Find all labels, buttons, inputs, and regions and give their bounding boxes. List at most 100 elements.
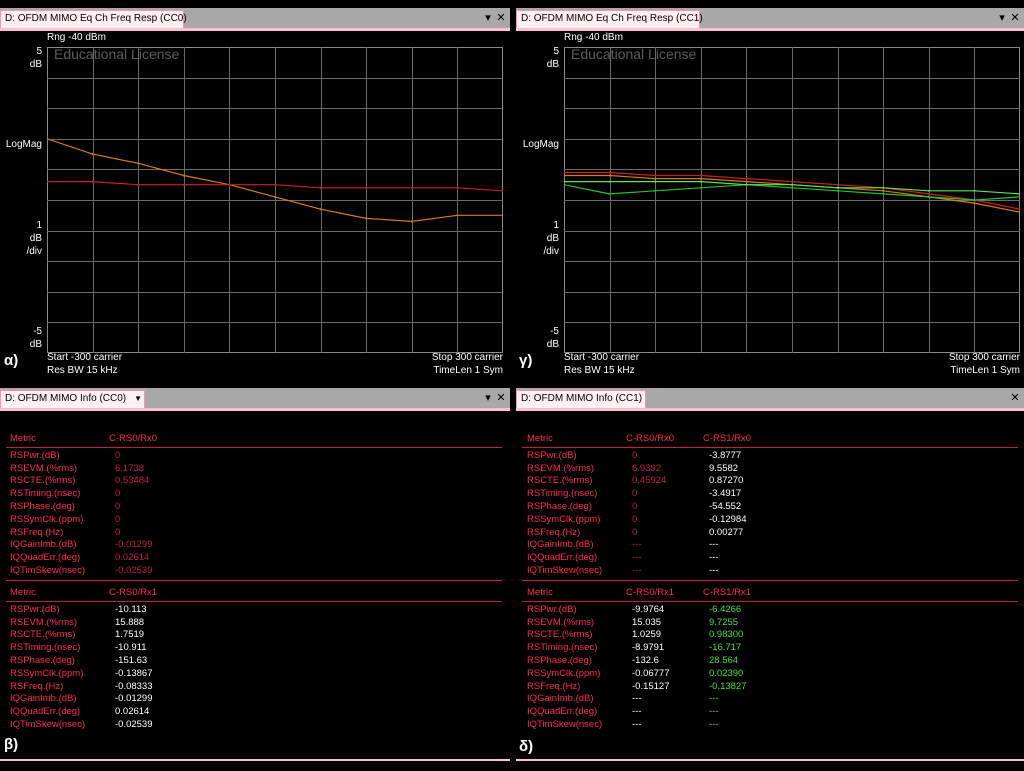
value-col-2: -3.8777 (709, 449, 742, 461)
header-metric: Metric (10, 433, 36, 444)
tab-cc0-freq[interactable]: D: OFDM MIMO Eq Ch Freq Resp (CC0) (0, 10, 187, 28)
timelen-label: TimeLen 1 Sym (433, 365, 503, 376)
trace-point (927, 195, 930, 198)
trace-point (927, 192, 930, 195)
y-bottom-value: -5 (33, 326, 42, 337)
metric-name: RSCTE.(%rms) (10, 475, 76, 487)
metric-name: IQTimSkew(nsec) (10, 718, 86, 730)
value-col-1: 0 (115, 526, 121, 538)
metric-name: RSPwr.(dB) (527, 449, 577, 461)
header-col-2: C-RS1/Rx0 (703, 433, 752, 444)
table-row: RSPhase.(deg) -132.6 28.564 (527, 655, 1017, 668)
table-row: RSFreq.(Hz) 0 (10, 527, 500, 540)
metric-name: IQTimSkew(nsec) (527, 564, 603, 576)
value-col-2: --- (709, 552, 719, 564)
table-row: RSFreq.(Hz) -0.15127 -0.13827 (527, 681, 1017, 694)
close-icon[interactable]: ✕ (496, 392, 506, 404)
value-col-2: 0.98300 (709, 629, 744, 641)
trace-point (502, 214, 503, 217)
trace-point (228, 183, 231, 186)
value-col-1: 0 (115, 513, 121, 525)
table-row: IQQuadErr.(deg) 0.02614 (10, 552, 500, 565)
tab-cc0-info[interactable]: D: OFDM MIMO Info (CC0) ▼ (0, 390, 145, 408)
watermark: Educational License (54, 46, 180, 62)
value-col-1: 6.9392 (632, 462, 662, 474)
metric-name: RSEVM.(%rms) (527, 462, 595, 474)
value-col-1: 15.888 (115, 616, 145, 628)
trace-point (973, 199, 976, 201)
trace-point (654, 189, 657, 192)
table-row: RSEVM.(%rms) 6.1738 (10, 463, 500, 476)
table-row: RSSymClk.(ppm) 0 (10, 514, 500, 527)
trace-point (836, 183, 839, 186)
dropdown-icon[interactable]: ▾ (485, 392, 491, 404)
table-header: Metric C-RS0/Rx0 (10, 433, 500, 446)
y-bottom-value: -5 (550, 326, 559, 337)
y-mid-label: LogMag (5, 139, 42, 150)
trace-point (973, 189, 976, 192)
trace-point (699, 180, 702, 183)
metric-name: IQGainImb.(dB) (10, 539, 77, 551)
trace-point (47, 137, 48, 140)
value-col-1: 0 (632, 449, 638, 461)
info-table-rx0: Metric C-RS0/Rx0 C-RS1/Rx0 RSPwr.(dB) 0 -3.87… (527, 433, 1017, 578)
trace-point (836, 189, 839, 192)
tab-underline (0, 408, 510, 411)
dropdown-icon[interactable]: ▾ (485, 12, 491, 24)
start-label: Start -300 carrier (47, 352, 123, 363)
metric-name: RSSymClk.(ppm) (10, 513, 84, 525)
metric-name: RSFreq.(Hz) (527, 526, 581, 538)
table-divider (6, 447, 502, 448)
pane-caption: δ) (519, 738, 534, 755)
metric-name: IQGainImb.(dB) (527, 693, 594, 705)
header-col-1: C-RS0/Rx0 (109, 433, 158, 444)
y-div-suffix: /div (543, 246, 559, 257)
trace-point (608, 171, 611, 174)
trace-point (1019, 211, 1020, 214)
trace-point (319, 208, 322, 211)
pane-caption: γ) (519, 352, 533, 369)
range-label: Rng -40 dBm (47, 32, 106, 43)
y-div-unit: dB (29, 233, 42, 244)
table-row: RSTiming.(nsec) -8.9791 -16.717 (527, 642, 1017, 655)
header-col-1: C-RS0/Rx1 (626, 587, 675, 598)
metric-name: RSPwr.(dB) (10, 603, 60, 615)
value-col-2: -16.717 (709, 642, 742, 654)
table-row: RSFreq.(Hz) -0.08333 (10, 681, 500, 694)
table-row: RSCTE.(%rms) 1.7519 (10, 629, 500, 642)
value-col-1: -0.02539 (115, 564, 153, 576)
value-col-2: 9.7255 (709, 616, 739, 628)
trace-point (91, 153, 94, 156)
tab-cc1-info[interactable]: D: OFDM MIMO Info (CC1) (516, 390, 646, 408)
close-icon[interactable]: ✕ (496, 12, 506, 24)
table-row: RSTiming.(nsec) 0 -3.4917 (527, 488, 1017, 501)
value-col-1: 15.035 (632, 616, 662, 628)
trace-point (365, 217, 368, 220)
value-col-1: --- (632, 718, 642, 730)
value-col-1: 0.45924 (632, 475, 667, 487)
close-icon[interactable]: ✕ (1010, 12, 1020, 24)
value-col-1: -0.15127 (632, 680, 670, 692)
trace-point (564, 171, 565, 174)
value-col-1: 0 (632, 488, 638, 500)
trace-point (274, 195, 276, 198)
stop-label: Stop 300 carrier (431, 352, 503, 363)
value-col-2: -0.13827 (709, 680, 747, 692)
close-icon[interactable]: ✕ (1010, 392, 1020, 404)
trace-point (1019, 195, 1020, 198)
header-col-1: C-RS0/Rx0 (626, 433, 675, 444)
value-col-1: 1.7519 (115, 629, 145, 641)
metric-name: IQTimSkew(nsec) (527, 718, 603, 730)
value-col-1: --- (632, 706, 642, 718)
table-row: IQQuadErr.(deg) 0.02614 (10, 706, 500, 719)
dropdown-icon[interactable]: ▾ (999, 12, 1005, 24)
tab-dropdown-icon[interactable]: ▼ (134, 394, 143, 403)
header-col-1: C-RS0/Rx1 (109, 587, 158, 598)
metric-name: RSTiming.(nsec) (10, 488, 81, 500)
value-col-2: --- (709, 564, 719, 576)
tab-cc1-freq[interactable]: D: OFDM MIMO Eq Ch Freq Resp (CC1) (516, 10, 703, 28)
value-col-1: 0.02614 (115, 552, 150, 564)
table-row: RSPhase.(deg) 0 -54.552 (527, 501, 1017, 514)
table-row: RSPwr.(dB) 0 -3.8777 (527, 450, 1017, 463)
tab-title: D: OFDM MIMO Eq Ch Freq Resp (CC1) (521, 13, 703, 24)
